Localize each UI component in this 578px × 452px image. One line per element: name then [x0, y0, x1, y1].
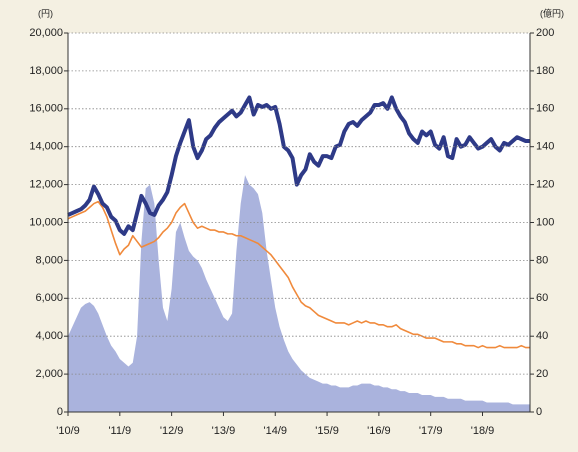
x-tick-label: '16/9 [367, 425, 391, 437]
y-tick-label: 16,000 [29, 103, 63, 115]
y2-tick-label: 160 [536, 103, 554, 115]
area [68, 175, 530, 412]
y-tick-label: 0 [57, 406, 63, 418]
y-tick-label: 20,000 [29, 27, 63, 39]
x-tick-label: '15/9 [315, 425, 339, 437]
x-tick-label: '14/9 [263, 425, 287, 437]
y-tick-label: 6,000 [35, 292, 63, 304]
y2-tick-label: 180 [536, 65, 554, 77]
y-tick-label: 12,000 [29, 179, 63, 191]
x-tick-label: '13/9 [212, 425, 236, 437]
y2-tick-label: 80 [536, 254, 548, 266]
y2-tick-label: 140 [536, 141, 554, 153]
y2-tick-label: 200 [536, 27, 554, 39]
y-unit: (円) [38, 8, 53, 18]
x-tick-label: '10/9 [56, 425, 80, 437]
y-tick-label: 2,000 [35, 368, 63, 380]
y2-tick-label: 40 [536, 330, 548, 342]
y2-tick-label: 60 [536, 292, 548, 304]
y-tick-label: 4,000 [35, 330, 63, 342]
y-tick-label: 14,000 [29, 141, 63, 153]
y2-tick-label: 120 [536, 179, 554, 191]
y2-unit: (億円) [540, 7, 564, 18]
y2-tick-label: 0 [536, 406, 542, 418]
y2-tick-label: 100 [536, 216, 554, 228]
x-tick-label: '11/9 [108, 425, 131, 437]
x-tick-label: '17/9 [419, 425, 443, 437]
y-tick-label: 8,000 [35, 254, 63, 266]
line [67, 95, 530, 236]
y-tick-label: 18,000 [29, 65, 63, 77]
y2-tick-label: 20 [536, 368, 548, 380]
y-tick-label: 10,000 [29, 216, 63, 228]
x-tick-label: '12/9 [160, 425, 184, 437]
x-tick-label: '18/9 [471, 425, 495, 437]
